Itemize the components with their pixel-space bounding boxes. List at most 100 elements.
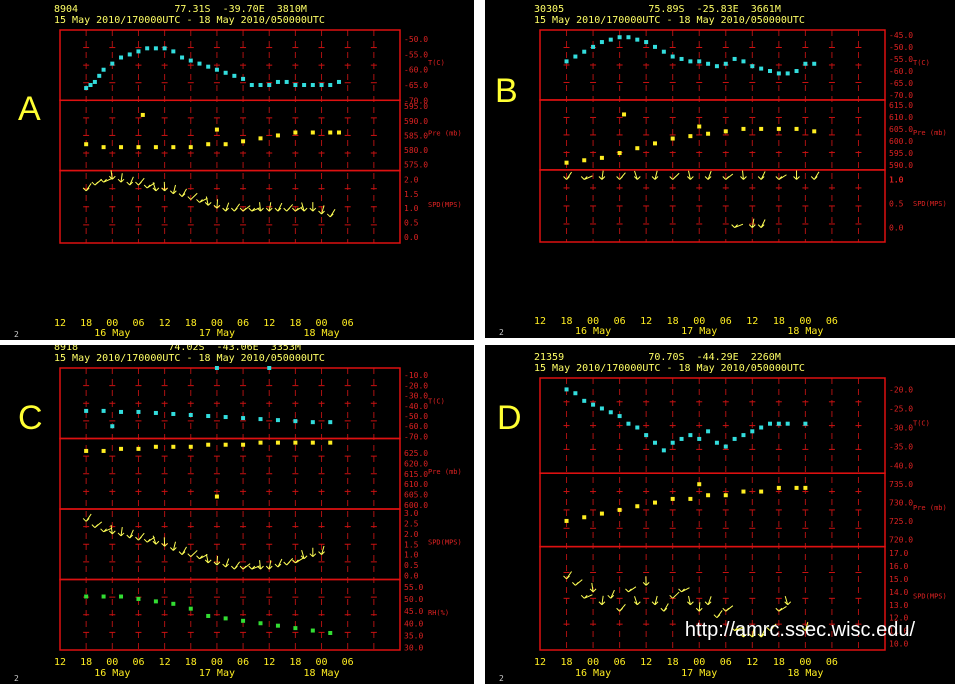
data-point bbox=[608, 410, 613, 415]
x-tick-label: 06 bbox=[342, 657, 354, 668]
data-point bbox=[127, 52, 132, 57]
wind-barb-mark bbox=[300, 549, 308, 560]
chart-svg: -20.0 -25.0 -30.0 -35.0 -40.0 T(C) 735.0 730.0 7… bbox=[534, 377, 947, 679]
data-point bbox=[697, 482, 702, 487]
data-point bbox=[653, 500, 657, 505]
x-tick-label: 12 bbox=[746, 657, 758, 668]
y-tick-label: 0.0 bbox=[404, 233, 419, 242]
wind-barb-mark bbox=[126, 529, 134, 539]
data-point bbox=[171, 411, 176, 416]
data-point bbox=[582, 158, 587, 163]
wind-barb-mark bbox=[292, 205, 304, 212]
chart-svg: -50.0 -55.0 -60.0 -65.0 -70.0 T(C) 595.0 590.0 5… bbox=[54, 29, 462, 339]
y-tick-label: -70.0 bbox=[404, 432, 428, 441]
data-point bbox=[101, 594, 106, 599]
y-tick-label: 1.0 bbox=[889, 176, 904, 185]
data-point bbox=[119, 446, 124, 451]
y-tick-label: -10.0 bbox=[404, 371, 428, 380]
wind-barb-mark bbox=[169, 541, 177, 551]
wind-barb-mark bbox=[687, 595, 694, 606]
x-tick-label: 12 bbox=[534, 657, 546, 668]
wind-barb-mark bbox=[108, 524, 116, 535]
wind-barb-mark bbox=[292, 557, 304, 564]
wind-barb-mark bbox=[91, 178, 103, 186]
wind-barb-mark bbox=[775, 174, 787, 180]
panel-letter: C bbox=[18, 399, 43, 437]
y-tick-label: 1.0 bbox=[889, 176, 904, 185]
y-tick-label: -50.0 bbox=[404, 35, 428, 44]
wind-barb-mark bbox=[239, 205, 251, 212]
series-label: Pre (mb) bbox=[913, 129, 947, 137]
series-label: T(C) bbox=[913, 59, 930, 67]
wind-barb-mark bbox=[187, 550, 198, 558]
series-label: Pre (mb) bbox=[913, 504, 947, 512]
y-tick-label: 1.0 bbox=[404, 204, 419, 213]
data-point bbox=[241, 416, 246, 421]
wind-barb-mark bbox=[283, 204, 294, 212]
wind-barb-mark bbox=[669, 172, 680, 180]
wind-barb-mark bbox=[660, 603, 669, 612]
x-tick-label: 06 bbox=[826, 657, 838, 668]
data-point bbox=[622, 112, 627, 117]
y-tick-label: 605.0 bbox=[404, 490, 428, 499]
x-tick-label: 12 bbox=[159, 318, 171, 329]
y-tick-label: -25.0 bbox=[889, 404, 913, 413]
wind-barb-mark bbox=[161, 537, 168, 547]
y-tick-label: -70.0 bbox=[404, 96, 428, 105]
data-point bbox=[328, 440, 333, 445]
wind-barb-mark bbox=[309, 202, 317, 212]
data-point bbox=[275, 133, 280, 138]
data-point bbox=[644, 40, 649, 45]
wind-barb-mark bbox=[274, 558, 283, 568]
data-point bbox=[582, 398, 587, 403]
time-range-header: 15 May 2010/170000UTC - 18 May 2010/0500… bbox=[54, 15, 325, 26]
plot-row-frame bbox=[59, 169, 401, 244]
series-label: T(C) bbox=[913, 420, 930, 428]
y-tick-label: 600.0 bbox=[889, 137, 913, 146]
data-point bbox=[741, 433, 746, 438]
data-point bbox=[626, 35, 631, 40]
data-point bbox=[136, 145, 141, 150]
wind-barb-mark bbox=[766, 623, 777, 631]
data-point bbox=[714, 440, 719, 445]
data-point bbox=[101, 145, 106, 150]
y-tick-label: 625.0 bbox=[404, 449, 428, 458]
x-tick-label: 06 bbox=[720, 316, 732, 327]
y-tick-label: 610.0 bbox=[889, 113, 913, 122]
wind-barb-mark bbox=[775, 606, 787, 612]
data-point bbox=[293, 83, 298, 88]
data-point bbox=[564, 518, 569, 523]
y-tick-label: -45.0 bbox=[889, 31, 913, 40]
wind-barb-mark bbox=[231, 203, 241, 212]
y-tick-label: -40.0 bbox=[404, 402, 428, 411]
wind-barb-mark bbox=[687, 170, 694, 180]
day-label: 17 May bbox=[199, 668, 235, 679]
series-label: T(C) bbox=[428, 397, 445, 405]
y-tick-label: 580.0 bbox=[404, 146, 428, 155]
x-tick-label: 18 bbox=[773, 316, 785, 327]
data-point bbox=[153, 599, 158, 604]
x-tick-label: 12 bbox=[640, 316, 652, 327]
wind-barb-mark bbox=[117, 173, 125, 183]
data-point bbox=[608, 37, 613, 42]
data-point bbox=[162, 46, 167, 51]
data-point bbox=[768, 69, 772, 74]
data-point bbox=[582, 49, 587, 54]
y-tick-label: 2.5 bbox=[404, 520, 419, 529]
wind-barb-mark bbox=[309, 547, 317, 558]
data-point bbox=[635, 425, 640, 430]
x-tick-label: 18 bbox=[667, 657, 679, 668]
data-point bbox=[759, 489, 764, 494]
wind-barb-mark bbox=[589, 582, 597, 593]
series-label: SPD(MPS) bbox=[428, 538, 462, 546]
x-tick-label: 18 bbox=[289, 657, 301, 668]
y-tick-label: 1.0 bbox=[404, 551, 419, 560]
data-point bbox=[84, 86, 89, 91]
wind-barb-mark bbox=[108, 170, 116, 180]
wind-barb-mark bbox=[265, 202, 273, 212]
data-point bbox=[171, 444, 176, 449]
data-point bbox=[171, 145, 176, 150]
wind-barb-mark bbox=[196, 554, 208, 560]
corner-mark: 2 bbox=[499, 674, 504, 683]
data-point bbox=[336, 79, 341, 84]
